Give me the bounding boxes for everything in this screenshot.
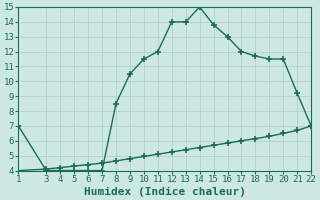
X-axis label: Humidex (Indice chaleur): Humidex (Indice chaleur) (84, 186, 246, 197)
